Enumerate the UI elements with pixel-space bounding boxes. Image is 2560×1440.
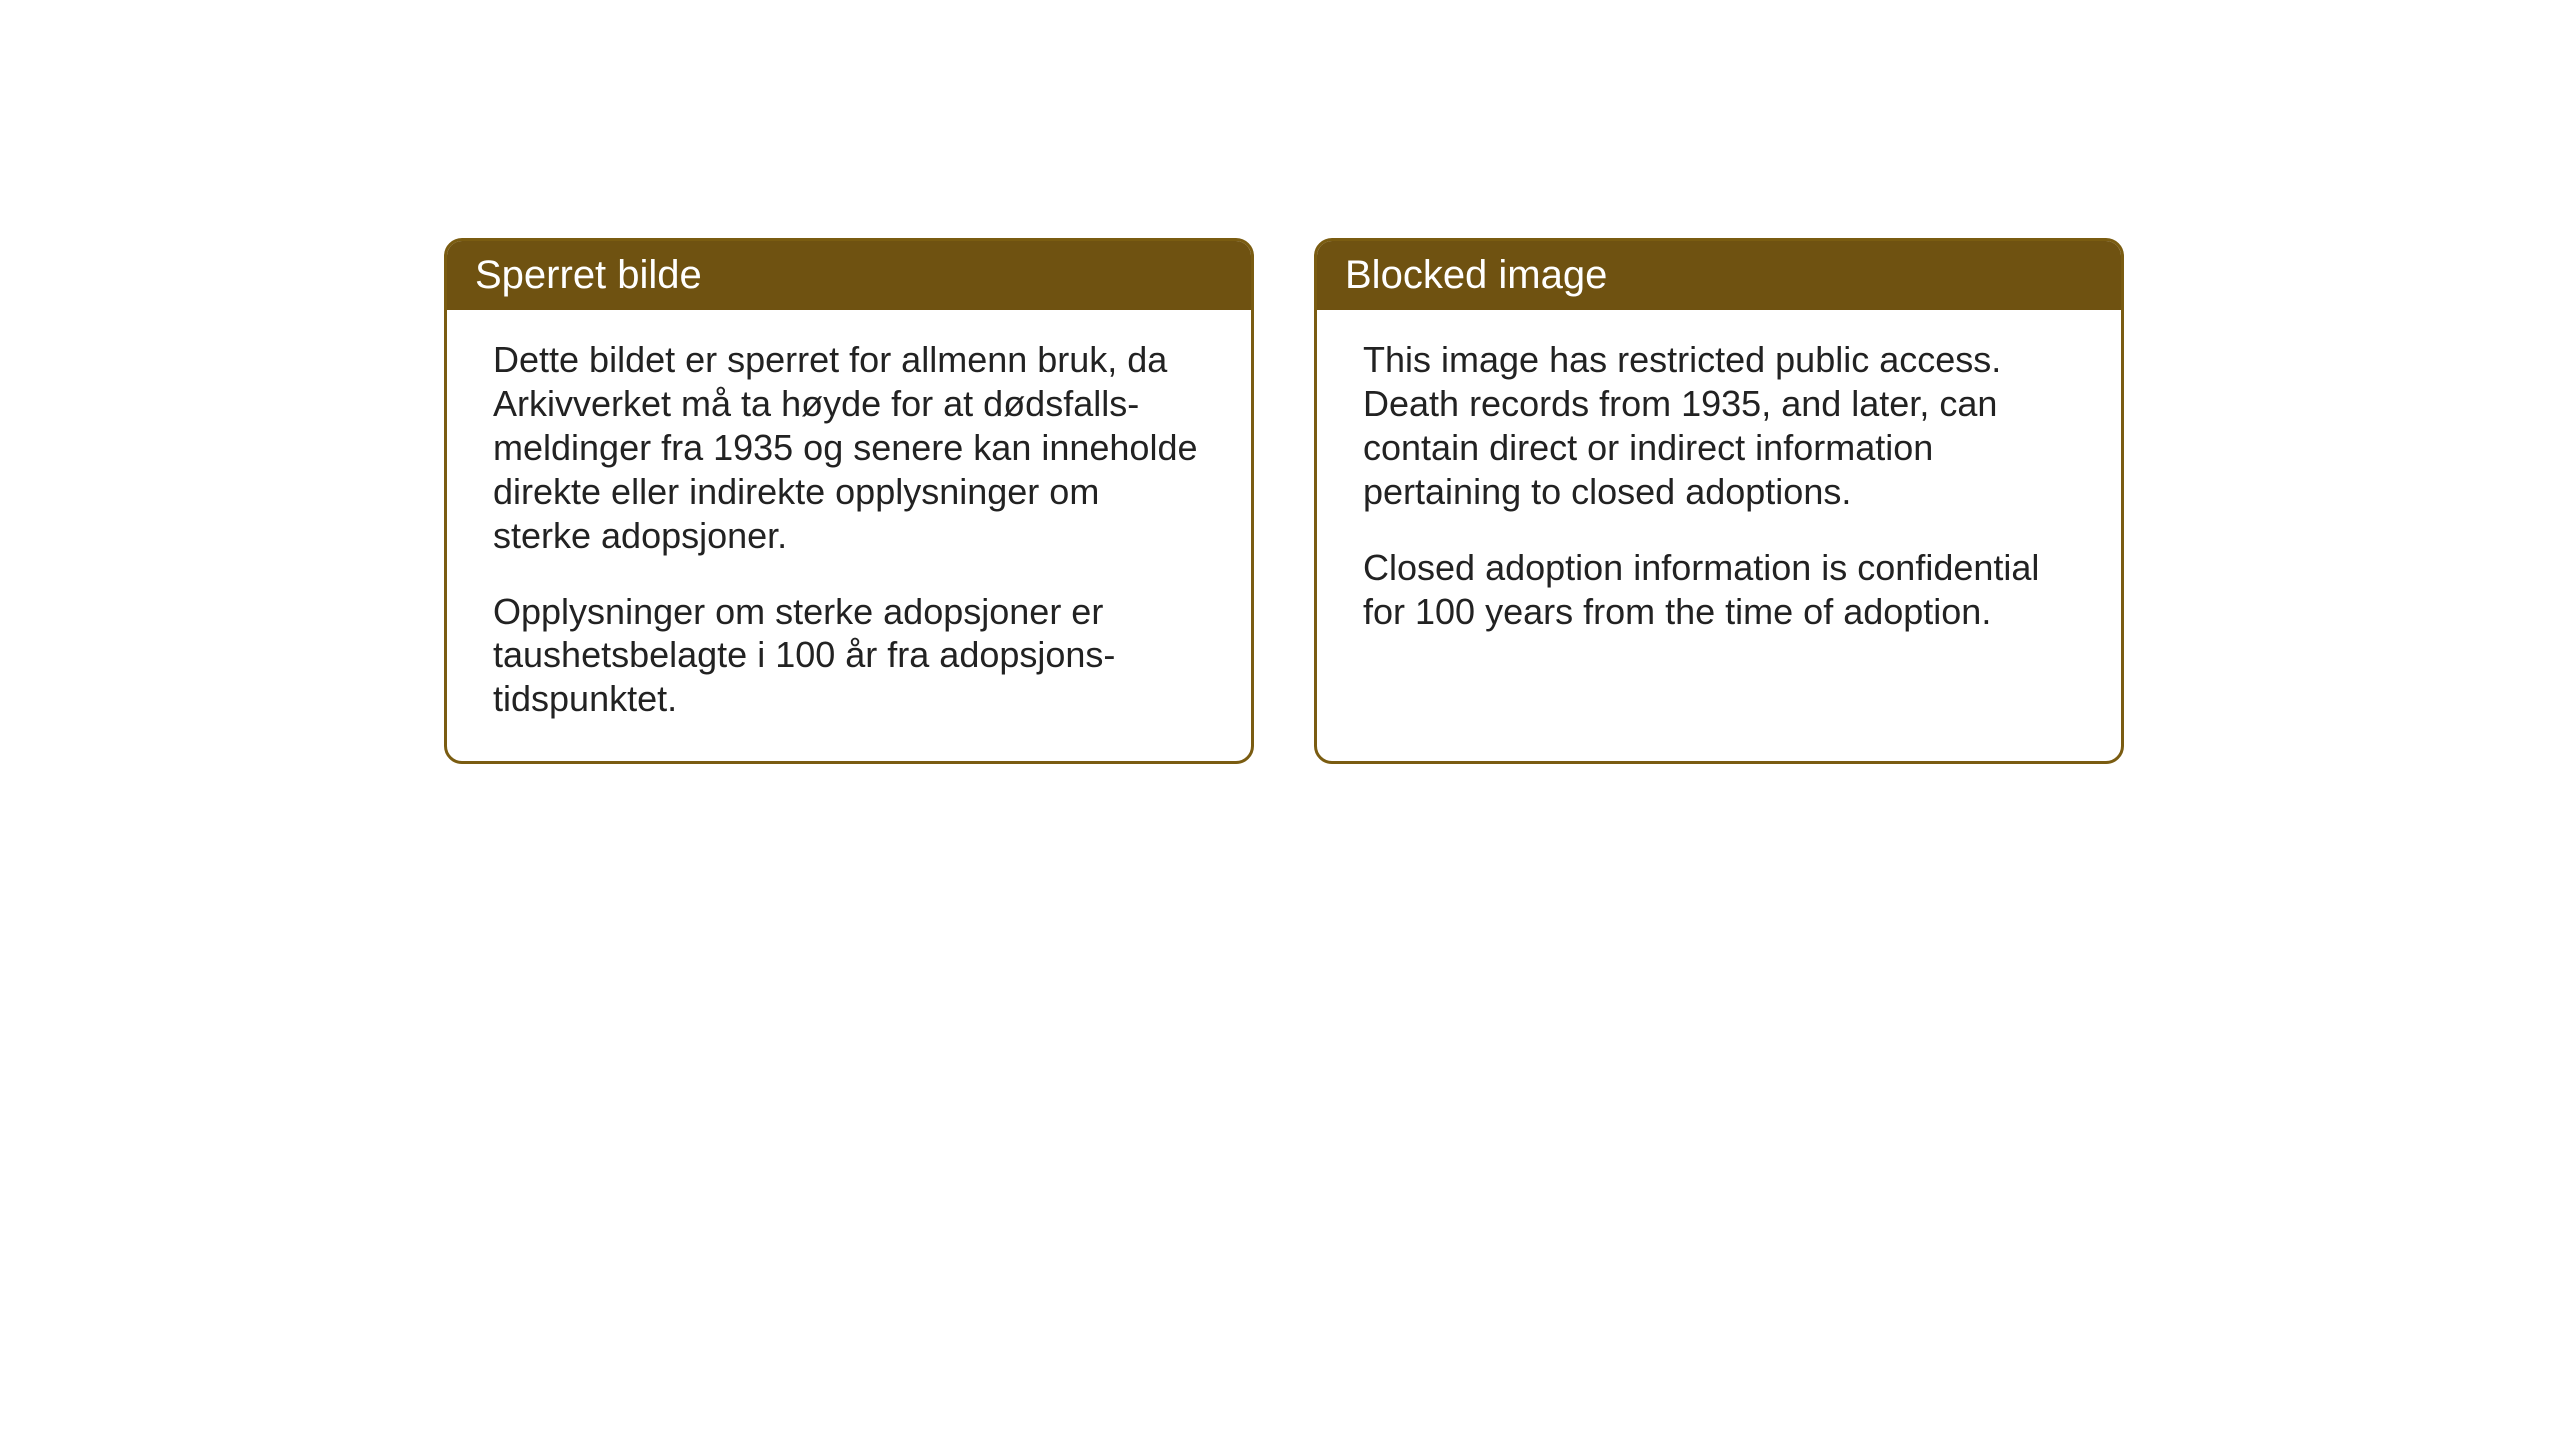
notice-card-norwegian: Sperret bilde Dette bildet er sperret fo… bbox=[444, 238, 1254, 764]
notice-container: Sperret bilde Dette bildet er sperret fo… bbox=[444, 238, 2124, 764]
notice-paragraph-2-english: Closed adoption information is confident… bbox=[1363, 546, 2075, 634]
notice-paragraph-1-english: This image has restricted public access.… bbox=[1363, 338, 2075, 514]
notice-paragraph-2-norwegian: Opplysninger om sterke adopsjoner er tau… bbox=[493, 590, 1205, 722]
notice-title-english: Blocked image bbox=[1345, 253, 1607, 297]
notice-body-norwegian: Dette bildet er sperret for allmenn bruk… bbox=[447, 310, 1251, 761]
notice-header-norwegian: Sperret bilde bbox=[447, 241, 1251, 310]
notice-body-english: This image has restricted public access.… bbox=[1317, 310, 2121, 720]
notice-paragraph-1-norwegian: Dette bildet er sperret for allmenn bruk… bbox=[493, 338, 1205, 558]
notice-title-norwegian: Sperret bilde bbox=[475, 253, 702, 297]
notice-card-english: Blocked image This image has restricted … bbox=[1314, 238, 2124, 764]
notice-header-english: Blocked image bbox=[1317, 241, 2121, 310]
